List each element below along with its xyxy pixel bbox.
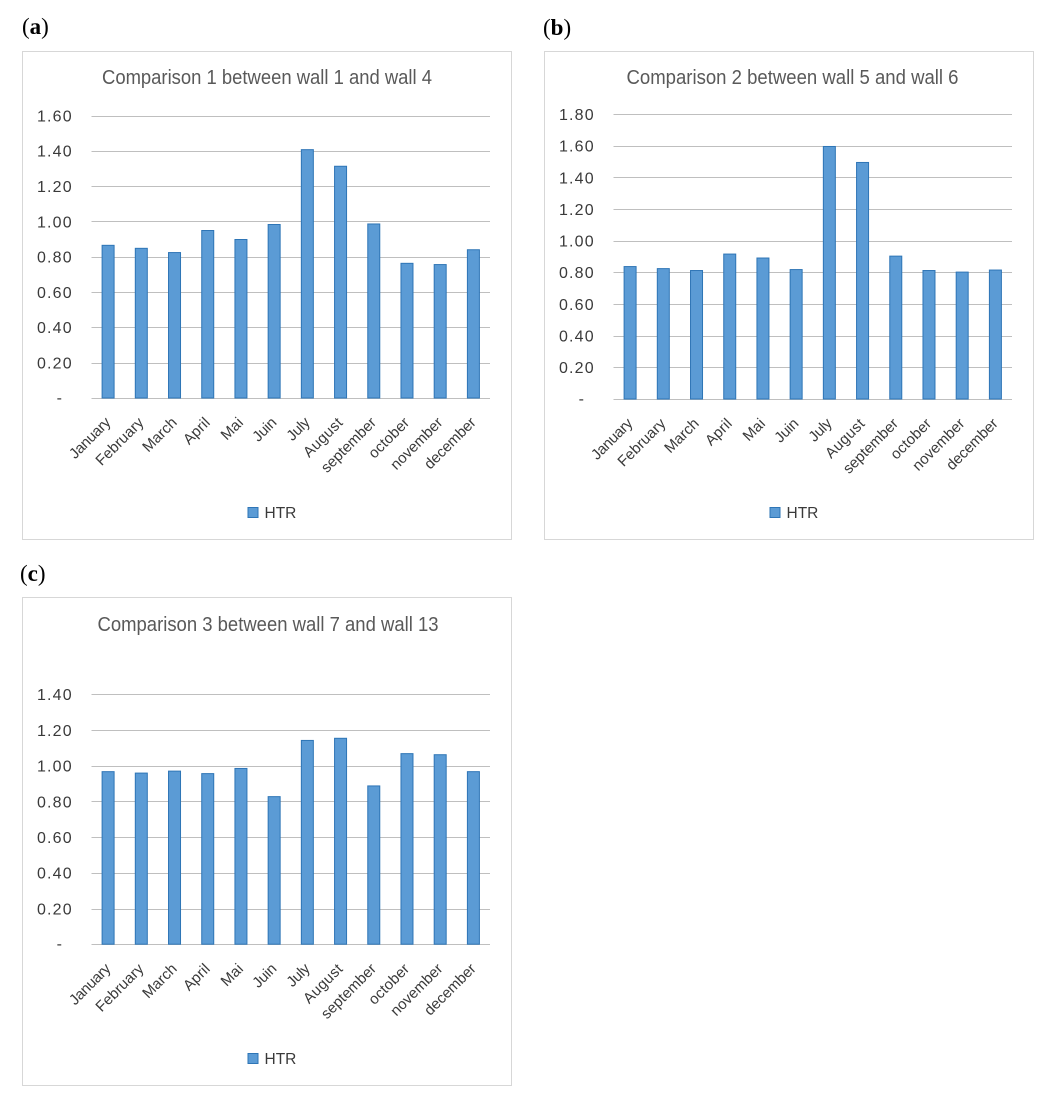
svg-text:Comparison 2 between wall 5 an: Comparison 2 between wall 5 and wall 6 <box>627 67 959 89</box>
svg-text:-: - <box>57 390 62 407</box>
svg-text:0.80: 0.80 <box>37 250 73 267</box>
svg-text:1.40: 1.40 <box>559 170 595 187</box>
svg-text:Comparison 1 between wall 1 an: Comparison 1 between wall 1 and wall 4 <box>102 67 432 89</box>
svg-text:-: - <box>57 936 62 953</box>
svg-text:1.60: 1.60 <box>559 139 595 156</box>
svg-text:HTR: HTR <box>265 505 297 522</box>
svg-text:0.20: 0.20 <box>37 901 73 918</box>
svg-text:HTR: HTR <box>787 505 819 522</box>
svg-text:0.80: 0.80 <box>37 794 73 811</box>
svg-text:1.20: 1.20 <box>37 723 73 740</box>
svg-text:0.60: 0.60 <box>37 830 73 847</box>
svg-text:1.40: 1.40 <box>37 144 73 161</box>
svg-text:0.20: 0.20 <box>37 356 73 373</box>
svg-text:HTR: HTR <box>265 1051 297 1068</box>
svg-text:1.00: 1.00 <box>559 234 595 251</box>
svg-text:Comparison 3 between wall 7 an: Comparison 3 between wall 7 and wall 13 <box>98 614 439 636</box>
svg-text:1.60: 1.60 <box>37 108 73 125</box>
svg-text:1.00: 1.00 <box>37 759 73 776</box>
svg-text:0.20: 0.20 <box>559 360 595 377</box>
svg-text:0.60: 0.60 <box>559 297 595 314</box>
svg-text:1.80: 1.80 <box>559 107 595 124</box>
svg-text:0.80: 0.80 <box>559 265 595 282</box>
svg-text:1.40: 1.40 <box>37 687 73 704</box>
svg-text:1.20: 1.20 <box>559 202 595 219</box>
svg-text:0.60: 0.60 <box>37 285 73 302</box>
svg-text:0.40: 0.40 <box>559 329 595 346</box>
svg-text:-: - <box>579 391 584 408</box>
svg-text:0.40: 0.40 <box>37 866 73 883</box>
svg-text:0.40: 0.40 <box>37 320 73 337</box>
svg-text:1.20: 1.20 <box>37 179 73 196</box>
svg-text:1.00: 1.00 <box>37 214 73 231</box>
